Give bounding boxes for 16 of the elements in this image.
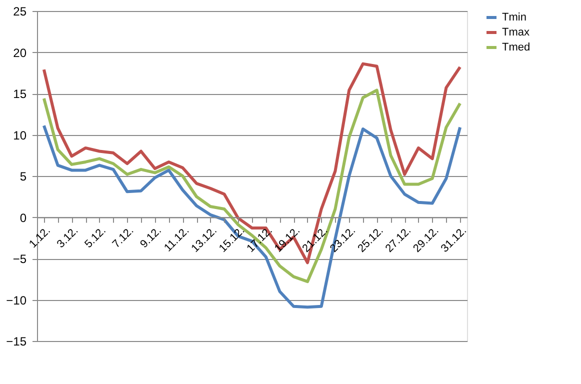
y-tick-label: 5 (20, 170, 27, 184)
y-tick-label: 15 (13, 87, 27, 101)
y-tick-label: 10 (13, 128, 27, 142)
y-tick-label: −5 (12, 252, 27, 266)
x-tick-label: 9.12. (138, 224, 164, 251)
x-tick-label: 5.12. (82, 224, 108, 251)
x-tick-label: 7.12. (110, 224, 136, 251)
legend-label: Tmin (502, 12, 526, 24)
legend-label: Tmax (502, 26, 530, 38)
y-tick-label: 20 (13, 46, 27, 60)
y-tick-label: −10 (6, 293, 27, 308)
y-tick-label: 0 (20, 210, 27, 225)
x-tick-label: 3.12. (54, 224, 81, 251)
y-tick-label: −15 (6, 334, 27, 348)
legend-label: Tmed (502, 42, 530, 54)
y-tick-label: 25 (13, 4, 27, 18)
